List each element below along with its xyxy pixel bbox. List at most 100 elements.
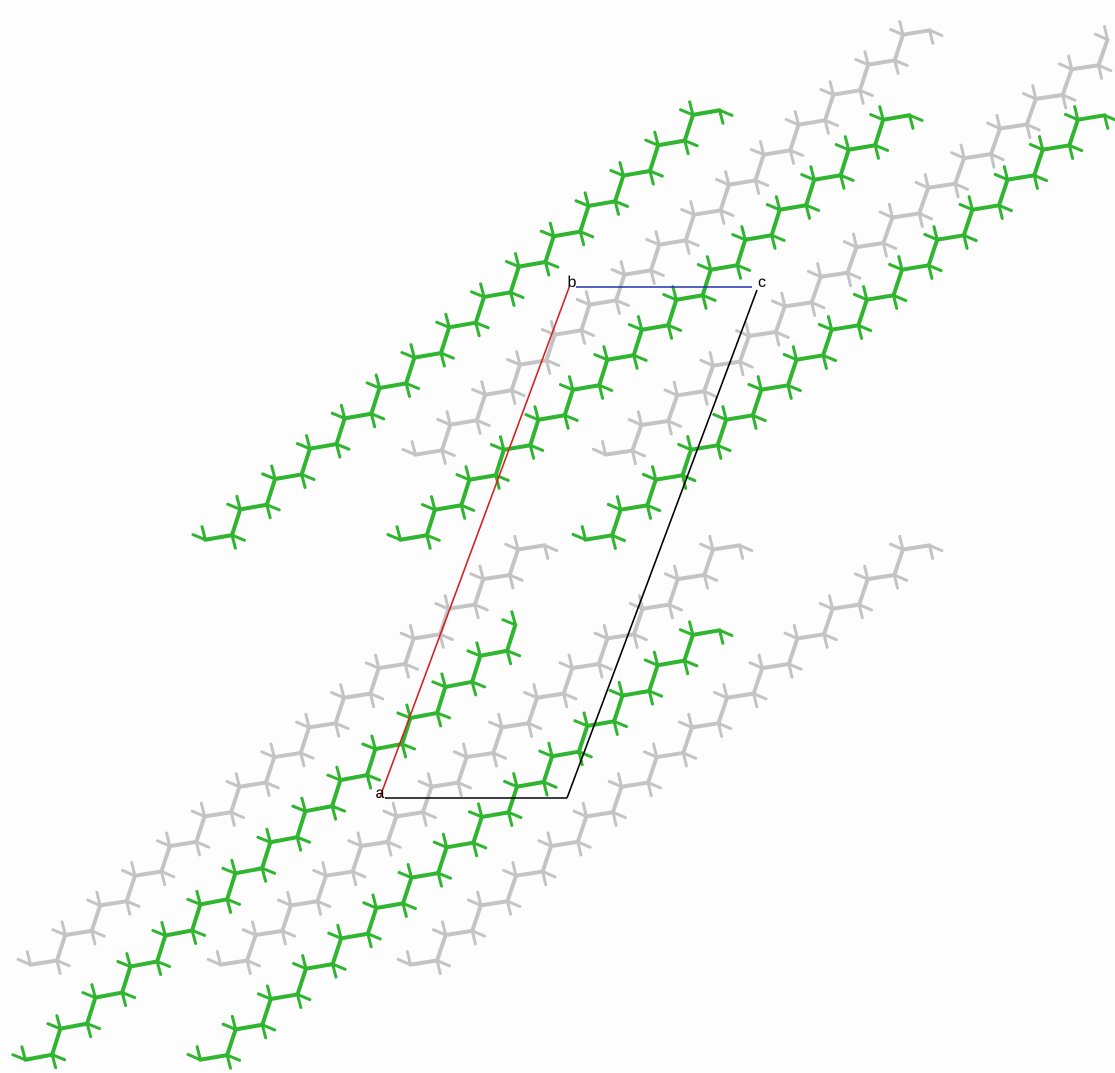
bond-c	[1008, 175, 1035, 179]
bond-c	[554, 232, 581, 237]
bond-c	[859, 579, 868, 605]
bond-c	[848, 247, 857, 273]
bond-c	[772, 210, 780, 236]
bond-c	[991, 129, 1000, 155]
bond-c	[220, 961, 247, 965]
bond-c	[170, 842, 196, 846]
bond-c	[135, 872, 161, 876]
bond-c	[599, 360, 607, 386]
bond-c	[200, 899, 227, 904]
bond-c	[472, 905, 481, 931]
bond-c	[824, 609, 833, 635]
bond-c	[711, 265, 737, 269]
bond-c	[345, 414, 372, 419]
bond-c	[764, 150, 791, 154]
bond-c	[518, 545, 544, 549]
bond-c	[1034, 150, 1043, 176]
bond-c	[130, 961, 157, 966]
bond-c	[785, 302, 812, 306]
bond-c	[849, 145, 875, 149]
bond-c	[903, 30, 930, 34]
bond-c	[538, 415, 564, 419]
bond-c	[694, 210, 721, 214]
bond-c	[240, 505, 267, 510]
bond-c	[692, 723, 719, 727]
bond-c	[52, 1029, 60, 1055]
bond-c	[309, 723, 335, 727]
bond-c	[972, 205, 999, 209]
bond-c	[367, 749, 375, 775]
bond-c	[589, 201, 616, 206]
bond-c	[754, 668, 763, 694]
bond-c	[232, 509, 240, 535]
bond-c	[274, 753, 300, 757]
bond-c	[336, 698, 344, 723]
bond-c	[693, 110, 720, 115]
bond-c	[883, 217, 892, 243]
bond-c	[858, 300, 867, 326]
bond-c	[427, 510, 435, 536]
bond-c	[755, 155, 763, 181]
bond-c	[1099, 40, 1108, 66]
bond-c	[565, 390, 573, 416]
bond-c	[726, 415, 753, 419]
bond-c	[60, 1024, 87, 1029]
bond-c	[496, 450, 504, 476]
bond-c	[586, 812, 613, 816]
bond-c	[405, 638, 413, 663]
bond-c	[607, 355, 633, 359]
bond-c	[435, 505, 461, 509]
bond-c	[100, 901, 126, 905]
bond-c	[239, 783, 265, 787]
bond-c	[543, 846, 552, 872]
bond-c	[441, 327, 449, 353]
bond-c	[65, 931, 91, 935]
bond-c	[585, 535, 612, 539]
bond-c	[903, 545, 930, 549]
bond-c	[291, 901, 318, 905]
bond-c	[678, 575, 705, 579]
bond-c	[677, 391, 704, 395]
bond-c	[341, 934, 368, 939]
bond-c	[493, 727, 502, 753]
bond-c	[410, 961, 437, 965]
bond-c	[512, 365, 520, 391]
bond-c	[832, 325, 859, 329]
bond-c	[484, 292, 511, 297]
bond-c	[643, 605, 670, 609]
bond-c	[580, 206, 588, 232]
bond-c	[507, 625, 515, 651]
bond-c	[432, 783, 459, 787]
bond-c	[860, 65, 868, 91]
cell-edge	[567, 290, 757, 798]
bond-c	[205, 535, 232, 540]
bond-c	[761, 385, 788, 389]
bond-c	[57, 935, 65, 960]
bond-c	[380, 383, 407, 388]
bond-c	[95, 993, 122, 998]
bond-c	[555, 330, 582, 334]
bond-c	[396, 812, 423, 816]
bond-c	[623, 171, 650, 176]
bond-c	[415, 450, 442, 454]
bond-c	[668, 300, 676, 326]
bond-c	[502, 723, 529, 727]
bond-c	[776, 306, 785, 332]
bond-c	[668, 395, 677, 421]
bond-c	[516, 872, 543, 876]
bond-c	[753, 390, 762, 416]
bond-c	[271, 994, 298, 999]
bond-c	[122, 967, 130, 993]
bond-c	[796, 355, 823, 359]
bond-c	[275, 474, 302, 479]
bond-c	[564, 668, 573, 694]
bond-c	[1027, 99, 1036, 125]
bond-c	[1063, 69, 1072, 95]
bond-c	[423, 787, 432, 813]
label-c: c	[758, 274, 766, 291]
bond-c	[729, 180, 756, 184]
bond-c	[87, 998, 95, 1024]
bond-c	[361, 842, 388, 846]
label-b: b	[568, 274, 577, 291]
bond-c	[721, 185, 729, 211]
